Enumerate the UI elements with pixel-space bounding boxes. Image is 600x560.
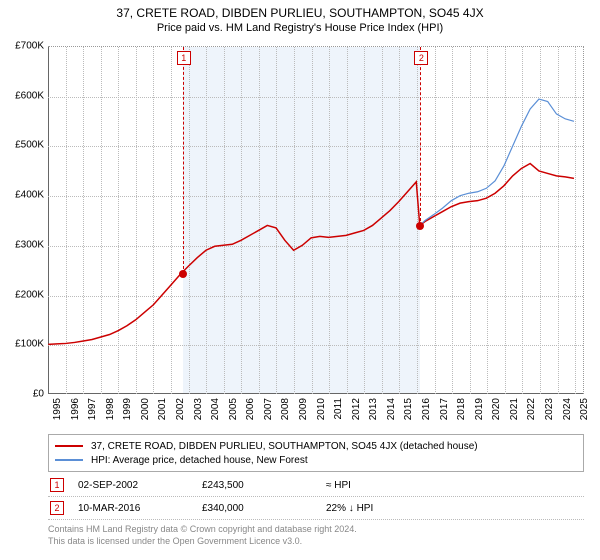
x-tick-label: 1995 xyxy=(52,398,63,420)
x-tick-label: 2013 xyxy=(368,398,379,420)
x-tick-label: 2011 xyxy=(333,398,344,420)
x-tick-label: 2020 xyxy=(491,398,502,420)
sales-table: 1 02-SEP-2002 £243,500 ≈ HPI 2 10-MAR-20… xyxy=(48,474,584,520)
y-tick-label: £500K xyxy=(4,140,44,151)
x-tick-label: 2024 xyxy=(562,398,573,420)
series-line-hpi xyxy=(420,99,574,225)
sale-marker-box: 2 xyxy=(414,51,428,65)
x-tick-label: 2003 xyxy=(193,398,204,420)
legend-swatch xyxy=(55,459,83,461)
x-tick-label: 2025 xyxy=(579,398,590,420)
sale-point-dot xyxy=(416,222,424,230)
sale-marker-icon: 1 xyxy=(50,478,64,492)
sale-price: £243,500 xyxy=(202,480,312,491)
y-tick-label: £200K xyxy=(4,289,44,300)
x-tick-label: 2017 xyxy=(439,398,450,420)
sale-marker-box: 1 xyxy=(177,51,191,65)
y-tick-label: £600K xyxy=(4,90,44,101)
sale-delta: 22% ↓ HPI xyxy=(326,503,436,514)
sale-marker-icon: 2 xyxy=(50,501,64,515)
chart-subtitle: Price paid vs. HM Land Registry's House … xyxy=(0,22,600,34)
x-tick-label: 2015 xyxy=(403,398,414,420)
x-tick-label: 2010 xyxy=(316,398,327,420)
legend: 37, CRETE ROAD, DIBDEN PURLIEU, SOUTHAMP… xyxy=(48,434,584,472)
x-tick-label: 2019 xyxy=(474,398,485,420)
footer-line: Contains HM Land Registry data © Crown c… xyxy=(48,524,584,536)
x-tick-label: 2012 xyxy=(351,398,362,420)
sale-price: £340,000 xyxy=(202,503,312,514)
sale-date: 10-MAR-2016 xyxy=(78,503,188,514)
sales-row: 1 02-SEP-2002 £243,500 ≈ HPI xyxy=(48,474,584,497)
x-tick-label: 1996 xyxy=(70,398,81,420)
x-tick-label: 2006 xyxy=(245,398,256,420)
x-tick-label: 2021 xyxy=(509,398,520,420)
x-tick-label: 1998 xyxy=(105,398,116,420)
x-tick-label: 2014 xyxy=(386,398,397,420)
x-tick-label: 2008 xyxy=(280,398,291,420)
footer-attribution: Contains HM Land Registry data © Crown c… xyxy=(48,524,584,547)
legend-item: 37, CRETE ROAD, DIBDEN PURLIEU, SOUTHAMP… xyxy=(55,439,577,453)
chart-title: 37, CRETE ROAD, DIBDEN PURLIEU, SOUTHAMP… xyxy=(0,6,600,20)
legend-item: HPI: Average price, detached house, New … xyxy=(55,453,577,467)
sales-row: 2 10-MAR-2016 £340,000 22% ↓ HPI xyxy=(48,497,584,520)
chart-plot-area: 12 xyxy=(48,46,584,394)
x-tick-label: 1999 xyxy=(122,398,133,420)
x-tick-label: 2022 xyxy=(526,398,537,420)
x-tick-label: 2000 xyxy=(140,398,151,420)
chart-title-block: 37, CRETE ROAD, DIBDEN PURLIEU, SOUTHAMP… xyxy=(0,0,600,34)
chart-lines xyxy=(48,47,583,394)
y-tick-label: £700K xyxy=(4,41,44,52)
x-tick-label: 2018 xyxy=(456,398,467,420)
x-tick-label: 2007 xyxy=(263,398,274,420)
legend-label: HPI: Average price, detached house, New … xyxy=(91,455,308,466)
legend-label: 37, CRETE ROAD, DIBDEN PURLIEU, SOUTHAMP… xyxy=(91,441,478,452)
sale-date: 02-SEP-2002 xyxy=(78,480,188,491)
sale-point-dot xyxy=(179,270,187,278)
x-tick-label: 2009 xyxy=(298,398,309,420)
footer-line: This data is licensed under the Open Gov… xyxy=(48,536,584,548)
legend-swatch xyxy=(55,445,83,447)
x-tick-label: 2004 xyxy=(210,398,221,420)
x-tick-label: 2023 xyxy=(544,398,555,420)
y-tick-label: £400K xyxy=(4,190,44,201)
x-tick-label: 2016 xyxy=(421,398,432,420)
x-tick-label: 2002 xyxy=(175,398,186,420)
x-tick-label: 1997 xyxy=(87,398,98,420)
y-tick-label: £300K xyxy=(4,239,44,250)
x-tick-label: 2005 xyxy=(228,398,239,420)
y-tick-label: £0 xyxy=(4,389,44,400)
sale-delta: ≈ HPI xyxy=(326,480,436,491)
y-tick-label: £100K xyxy=(4,339,44,350)
series-line-property xyxy=(48,163,574,344)
x-tick-label: 2001 xyxy=(157,398,168,420)
